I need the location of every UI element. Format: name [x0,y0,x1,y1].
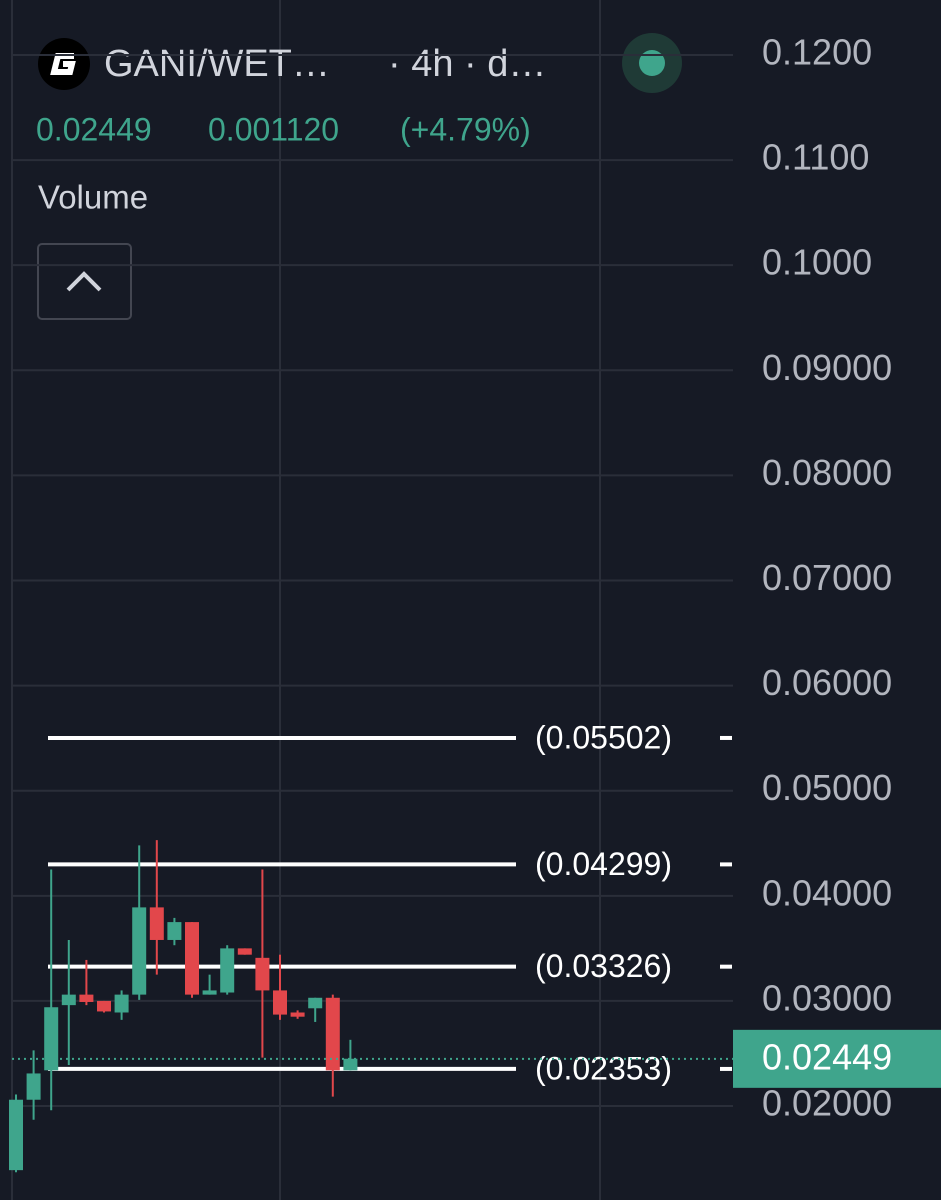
candle-body [237,948,252,955]
y-tick-label: 0.09000 [762,347,892,388]
status-dot [639,50,665,76]
indicator: Volume [38,179,148,216]
y-tick-label: 0.1200 [762,31,872,72]
candle-body [79,994,94,1002]
candle-body [185,922,199,995]
chevron-up [66,271,102,292]
interval: · 4h · d… [388,43,546,85]
y-tick-label: 0.06000 [762,662,892,703]
y-tick-label: 0.1100 [762,137,869,178]
logo-glyph [50,53,76,75]
header: GANI/WET… · 4h · d… 0.02449 0.001120 (+4… [36,33,682,320]
level-label: (0.02353) [535,1050,672,1086]
y-tick-label: 0.1000 [762,242,872,283]
candle-body [167,922,182,940]
candle-body [26,1073,41,1100]
level-label: (0.05502) [535,719,672,755]
symbol: GANI/WET… [104,43,330,85]
candle-body [273,990,287,1015]
y-tick-label: 0.08000 [762,452,892,493]
change: 0.001120 [208,111,339,147]
collapse-button[interactable] [37,243,132,320]
candle-body [149,907,164,940]
price-tag-label: 0.02449 [762,1036,892,1077]
y-tick-label: 0.05000 [762,767,892,808]
candle-body [132,907,147,995]
candle-body [308,997,323,1009]
candle-body [343,1058,358,1071]
level-label: (0.04299) [535,846,672,882]
candle-body [114,994,129,1013]
candle-body [44,1007,59,1071]
level-label: (0.03326) [535,948,672,984]
candle-body [9,1099,23,1171]
candle-body [61,994,76,1006]
candle-body [255,957,270,991]
candle-body [97,1000,111,1012]
y-tick-label: 0.04000 [762,872,892,913]
y-tick-label: 0.03000 [762,977,892,1018]
y-tick-label: 0.07000 [762,557,892,598]
last-price: 0.02449 [36,111,152,147]
candle-body [220,948,235,993]
candle-body [290,1012,305,1017]
price-tag [733,1029,941,1088]
candle-body [325,997,340,1071]
y-tick-label: 0.02000 [762,1083,892,1124]
change-pct: (+4.79%) [400,111,531,147]
candle-body [202,990,217,995]
